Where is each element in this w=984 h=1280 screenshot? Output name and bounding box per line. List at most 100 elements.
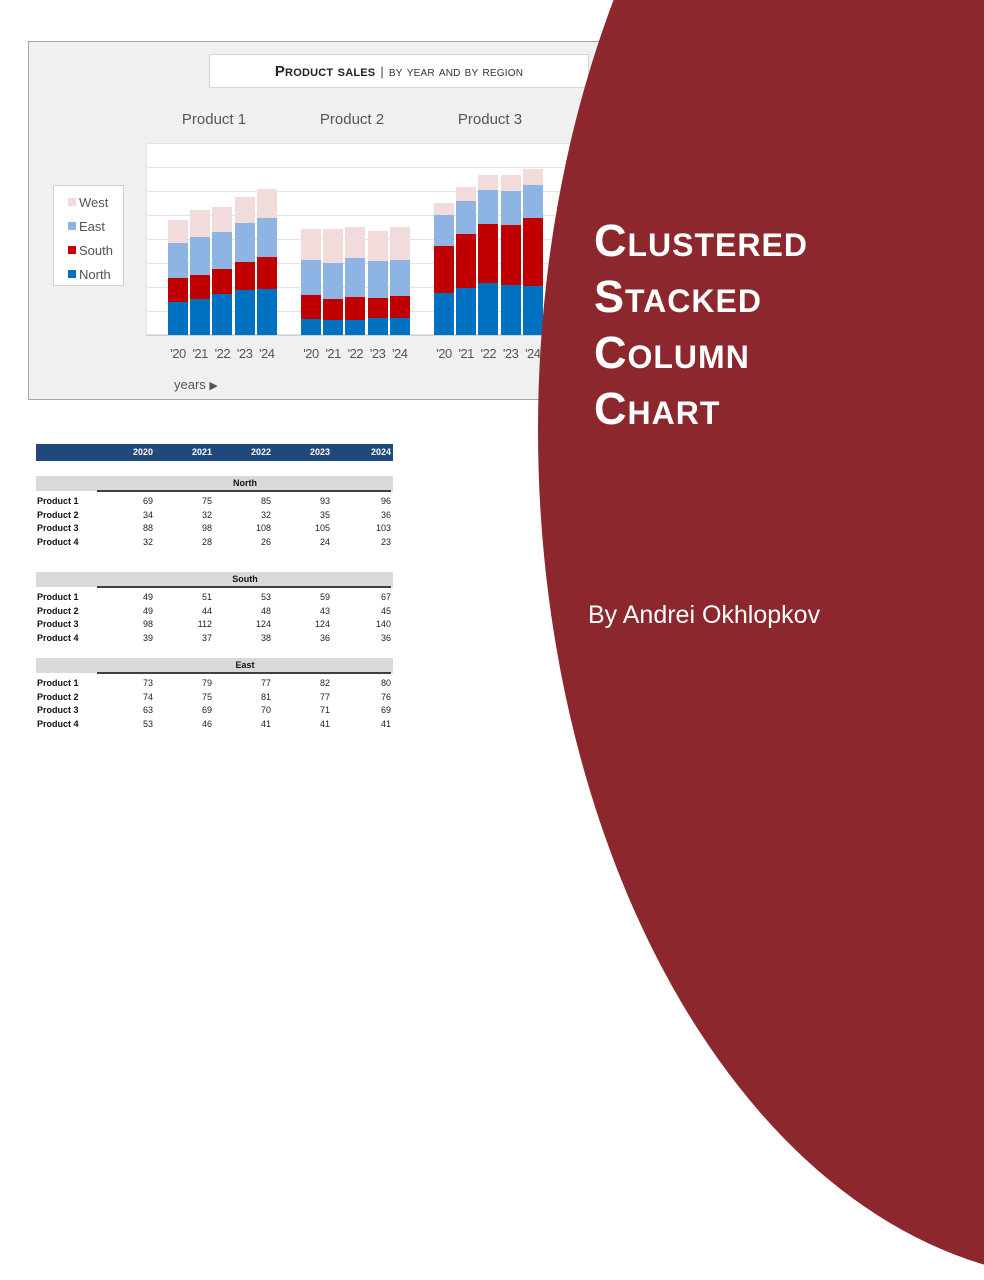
table-cell: 69 xyxy=(201,705,212,715)
bar-segment-north xyxy=(301,318,321,335)
table-row: Product 2 34 32 32 35 36 xyxy=(36,510,393,523)
x-tick-label: '24 xyxy=(525,346,541,361)
table-row: Product 4 32 28 26 24 23 xyxy=(36,537,393,550)
table-cell: 79 xyxy=(201,678,212,688)
table-cell: 82 xyxy=(319,678,330,688)
table-cell: 41 xyxy=(380,718,391,729)
table-cell: 77 xyxy=(319,691,330,702)
table-cell: 71 xyxy=(319,705,330,715)
region-header-east: East xyxy=(36,658,393,674)
bar-segment-north xyxy=(212,294,233,335)
table-cell: 23 xyxy=(380,536,391,547)
x-tick-label: '20 xyxy=(170,346,186,361)
bar-segment-west xyxy=(478,174,499,191)
table-row: Product 3 63 69 70 71 69 xyxy=(36,705,393,718)
row-label: Product 1 xyxy=(37,592,79,602)
stacked-bar xyxy=(345,227,366,335)
x-tick-label: '23 xyxy=(236,346,253,361)
bar-segment-west xyxy=(345,227,366,258)
table-cell: 28 xyxy=(201,536,212,547)
table-cell: 48 xyxy=(260,605,271,616)
bar-segment-east xyxy=(345,257,366,297)
bar-segment-east xyxy=(212,231,233,269)
stacked-bar xyxy=(190,210,211,335)
table-cell: 69 xyxy=(142,496,153,506)
table-row: Product 2 49 44 48 43 45 xyxy=(36,606,393,619)
table-row: Product 4 39 37 38 36 36 xyxy=(36,633,393,646)
row-label: Product 2 xyxy=(37,691,79,702)
table-header: 2020 2021 2022 2023 2024 xyxy=(36,444,393,461)
bar-segment-south xyxy=(256,256,277,289)
table-cell: 26 xyxy=(260,536,271,547)
table-cell: 32 xyxy=(142,536,153,547)
table-cell: 39 xyxy=(142,632,153,643)
table-cell: 38 xyxy=(260,632,271,643)
table-row: Product 1 49 51 53 59 67 xyxy=(36,592,393,605)
bar-segment-north xyxy=(434,292,454,335)
x-tick-label: '21 xyxy=(192,346,208,361)
bar-segment-east xyxy=(301,259,321,296)
bar-segment-north xyxy=(500,284,521,335)
table-cell: 63 xyxy=(142,705,153,715)
table-cell: 45 xyxy=(380,605,391,616)
table-cell: 74 xyxy=(142,691,153,702)
row-label: Product 2 xyxy=(37,509,79,520)
bar-segment-north xyxy=(168,301,188,335)
x-axis-line xyxy=(146,335,596,336)
x-tick-label: '24 xyxy=(392,346,408,361)
table-cell: 53 xyxy=(260,592,271,602)
x-tick-label: '22 xyxy=(347,346,364,361)
stacked-bar xyxy=(323,228,344,335)
bar-segment-east xyxy=(522,185,543,219)
bar-segment-south xyxy=(389,296,410,318)
bar-segment-south xyxy=(301,295,321,319)
table-cell: 51 xyxy=(201,592,212,602)
region-rule xyxy=(97,490,391,492)
table-cell: 98 xyxy=(201,523,212,533)
cover-panel xyxy=(538,0,984,1280)
bar-segment-south xyxy=(456,234,477,288)
table-cell: 75 xyxy=(201,691,212,702)
x-tick-label: '23 xyxy=(502,346,519,361)
stacked-bar xyxy=(168,219,188,335)
legend-item-east: East xyxy=(54,214,123,238)
table-cell: 124 xyxy=(314,619,330,629)
table-cell: 53 xyxy=(142,718,153,729)
table-cell: 32 xyxy=(201,509,212,520)
table-cell: 108 xyxy=(255,523,271,533)
product-label-1: Product 1 xyxy=(181,111,247,128)
bar-segment-south xyxy=(234,262,255,291)
author-byline: By Andrei Okhlopkov xyxy=(588,601,821,629)
region-header-north: North xyxy=(36,476,393,492)
x-tick-label: '20 xyxy=(303,346,319,361)
table-cell: 124 xyxy=(255,619,271,629)
table-cell: 88 xyxy=(142,523,153,533)
x-tick-label: '21 xyxy=(458,346,474,361)
stacked-bar xyxy=(212,206,233,335)
stacked-bar xyxy=(234,197,255,335)
table-cell: 69 xyxy=(380,705,391,715)
stacked-bar xyxy=(478,174,499,335)
table-cell: 73 xyxy=(142,678,153,688)
stacked-bar xyxy=(367,231,388,335)
stacked-bar xyxy=(301,228,321,335)
bar-segment-north xyxy=(456,287,477,335)
bar-segment-west xyxy=(434,202,454,216)
table-cell: 41 xyxy=(260,718,271,729)
bar-segment-east xyxy=(168,243,188,279)
product-label-2: Product 2 xyxy=(319,111,385,128)
bar-segment-east xyxy=(323,262,344,299)
table-cell: 67 xyxy=(380,592,391,602)
region-rule xyxy=(97,672,391,674)
legend-item-south: South xyxy=(54,238,123,262)
row-label: Product 3 xyxy=(37,619,79,629)
bar-segment-south xyxy=(345,296,366,320)
bar-segment-north xyxy=(323,319,344,335)
bar-segment-east xyxy=(434,215,454,246)
bar-segment-west xyxy=(168,219,188,244)
table-cell: 105 xyxy=(314,523,330,533)
x-axis-label: years ▶ xyxy=(174,377,218,392)
table-cell: 93 xyxy=(319,496,330,506)
bar-segment-north xyxy=(190,298,211,335)
row-label: Product 1 xyxy=(37,496,79,506)
